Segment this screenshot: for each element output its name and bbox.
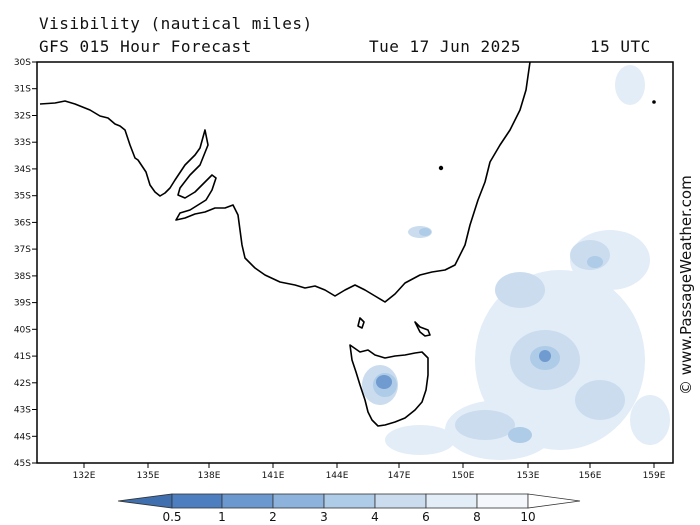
legend-swatch [476,493,529,509]
coastline [39,61,531,427]
lat-label: 45S [14,459,31,469]
forecast-label: GFS 015 Hour Forecast [39,37,252,56]
lat-label: 30S [14,58,31,68]
watermark: © www.PassageWeather.com [677,175,695,395]
lon-label: 159E [643,471,666,481]
legend-arrow-low [117,493,173,509]
lat-label: 36S [14,218,31,228]
lon-label: 147E [388,471,411,481]
lon-label: 153E [517,471,540,481]
forecast-time: 15 UTC [590,37,651,56]
map-frame [36,61,674,464]
legend-label: 3 [320,510,328,524]
lat-label: 40S [14,325,31,335]
lon-label: 138E [198,471,221,481]
lon-label: 132E [73,471,96,481]
legend-label: 10 [520,510,535,524]
longitude-axis: 132E 135E 138E 141E 144E 147E 150E 153E … [73,463,666,481]
visibility-field [362,65,670,460]
legend-swatch [374,493,427,509]
lat-label: 38S [14,272,31,282]
legend-swatch [272,493,325,509]
lat-label: 41S [14,352,31,362]
legend-label: 2 [269,510,277,524]
lon-label: 144E [326,471,349,481]
legend-label: 6 [422,510,430,524]
lat-label: 39S [14,299,31,309]
lon-label: 141E [262,471,285,481]
lon-label: 150E [452,471,475,481]
legend-swatch [171,493,223,509]
forecast-date: Tue 17 Jun 2025 [369,37,521,56]
chart-title: Visibility (nautical miles) [39,14,313,33]
legend-swatch [323,493,376,509]
latitude-axis: 30S 31S 32S 33S 34S 35S 36S 37S 38S 39S … [14,58,37,469]
watermark-text: © www.PassageWeather.com [677,175,695,395]
lat-label: 32S [14,112,31,122]
islands [438,100,656,171]
legend-label: 0.5 [162,510,181,524]
lat-label: 37S [14,245,31,255]
legend-arrow-high [527,493,581,509]
lat-label: 43S [14,406,31,416]
legend-label: 4 [371,510,379,524]
legend-swatch [425,493,478,509]
legend-swatch [221,493,274,509]
lat-label: 31S [14,85,31,95]
legend-label: 8 [473,510,481,524]
lat-label: 42S [14,379,31,389]
legend-label: 1 [218,510,226,524]
lat-label: 34S [14,165,31,175]
visibility-legend: 0.5 1 2 3 4 6 8 10 [117,493,581,524]
lat-label: 35S [14,192,31,202]
lat-label: 44S [14,432,31,442]
lon-label: 135E [137,471,160,481]
lat-label: 33S [14,138,31,148]
lon-label: 156E [579,471,602,481]
